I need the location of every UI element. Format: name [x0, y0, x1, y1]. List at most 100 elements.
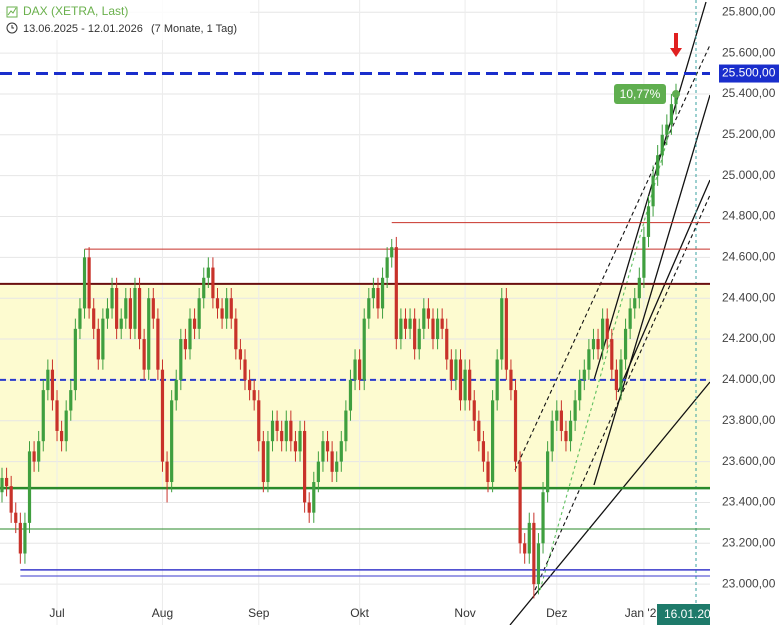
candle-body: [156, 318, 160, 370]
candle-body: [403, 318, 408, 329]
candle-body: [408, 318, 412, 329]
candle-body: [312, 482, 316, 513]
candle-body: [280, 430, 284, 442]
candle-body: [385, 257, 389, 278]
candle-body: [674, 93, 678, 105]
x-tick-label: Jan '26: [625, 606, 664, 620]
candle-body: [142, 339, 146, 370]
candle-body: [669, 104, 674, 125]
candle-body: [27, 451, 32, 523]
candle-body: [348, 379, 353, 411]
candle-body: [426, 308, 431, 319]
current-date-label: 16.01.2026: [664, 607, 724, 621]
candle-body: [147, 298, 151, 370]
candle-body: [628, 308, 632, 329]
x-tick-label: Jul: [49, 606, 64, 620]
trendline: [534, 194, 710, 591]
current-date: 16.01.2026: [657, 604, 724, 625]
candle-body: [165, 461, 169, 483]
trendline: [514, 44, 710, 471]
candle-body: [55, 400, 59, 431]
change-label: 10,77%: [620, 87, 661, 101]
clock-icon: [11, 25, 14, 29]
candle-body: [610, 339, 614, 370]
candle-body: [137, 287, 142, 340]
y-tick-label: 24.000,00: [722, 372, 776, 386]
x-tick-label: Dez: [546, 606, 567, 620]
candle-body: [339, 441, 343, 462]
y-tick-label: 24.200,00: [722, 331, 776, 345]
y-tick-label: 25.400,00: [722, 86, 776, 100]
candle-body: [591, 339, 596, 350]
candle-body: [665, 124, 669, 135]
candle-body: [555, 410, 559, 421]
candle-body: [151, 298, 155, 319]
candle-body: [179, 339, 183, 380]
candle-body: [578, 379, 582, 401]
candle-body: [358, 359, 362, 380]
chart-title: DAX (XETRA, Last): [23, 4, 128, 18]
x-tick-label: Sep: [248, 606, 270, 620]
candle-body: [289, 420, 293, 442]
y-tick-label: 25.600,00: [722, 45, 776, 59]
candle-body: [96, 328, 100, 360]
candle-body: [330, 451, 334, 472]
candle-body: [376, 287, 380, 309]
candle-body: [243, 359, 247, 380]
legend-icon: [6, 6, 18, 18]
candle-body: [64, 410, 68, 442]
candle-body: [660, 134, 664, 156]
candle-body: [238, 349, 243, 360]
candle-body: [229, 298, 233, 319]
candle-body: [564, 430, 568, 442]
candle-body: [458, 359, 463, 401]
legend-bg: [0, 0, 250, 40]
candle-body: [637, 277, 641, 299]
candle-body: [110, 287, 114, 309]
candle-body: [463, 369, 467, 401]
candle-body: [527, 522, 531, 554]
candle-body: [335, 461, 339, 472]
candle-body: [211, 267, 215, 299]
candle-body: [413, 318, 417, 350]
level-label-box: [719, 64, 779, 83]
candle-body: [124, 298, 128, 319]
candle-body: [495, 359, 499, 401]
y-tick-label: 25.200,00: [722, 127, 776, 141]
candle-body: [115, 287, 119, 329]
candle-body: [206, 267, 210, 278]
candle-body: [215, 298, 220, 309]
candle-body: [422, 308, 426, 329]
candle-body: [477, 420, 481, 442]
candle-body: [41, 390, 45, 442]
candle-body: [513, 390, 518, 462]
candle-body: [614, 369, 618, 391]
y-tick-label: 24.400,00: [722, 290, 776, 304]
trendline: [509, 381, 710, 625]
candle-body: [449, 359, 453, 380]
candle-body: [362, 318, 366, 380]
subtitle: 13.06.2025 - 12.01.2026: [23, 23, 143, 35]
candle-body: [596, 339, 600, 350]
candle-body: [518, 461, 522, 544]
candle-body: [307, 502, 311, 513]
candle-body: [394, 247, 398, 340]
x-tick-label: Nov: [454, 606, 475, 620]
candle-body: [188, 318, 192, 350]
candle-body: [500, 298, 504, 360]
current-date-box: [657, 604, 710, 625]
candle-body: [454, 359, 458, 380]
y-tick-label: 23.600,00: [722, 454, 776, 468]
candle-body: [303, 430, 307, 503]
candle-body: [642, 236, 646, 278]
candle-body: [82, 257, 87, 309]
candle-body: [490, 400, 495, 483]
candle-body: [435, 318, 440, 340]
candle-body: [257, 400, 261, 442]
candle-body: [509, 369, 513, 391]
trendline: [617, 179, 710, 393]
candle-body: [247, 379, 252, 391]
y-tick-label: 23.800,00: [722, 413, 776, 427]
